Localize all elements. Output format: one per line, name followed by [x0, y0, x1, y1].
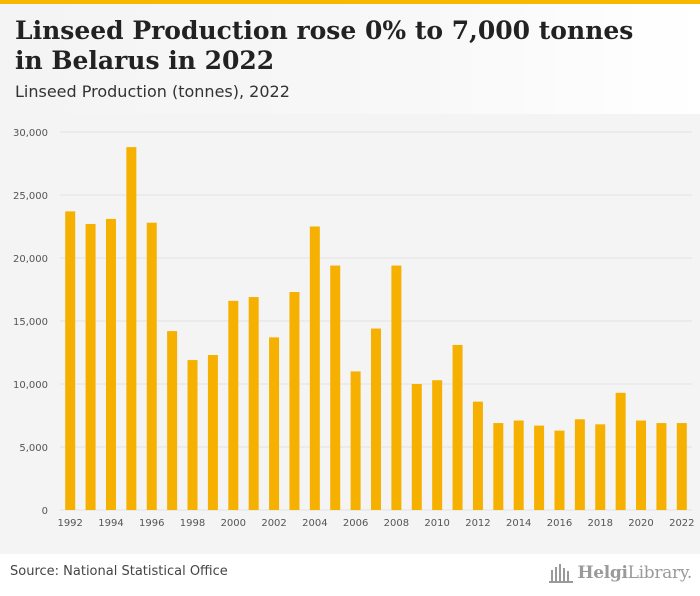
x-tick-label: 2016 [547, 518, 572, 529]
chart-title: Linseed Production rose 0% to 7,000 tonn… [15, 16, 634, 75]
x-tick-label: 2010 [424, 518, 449, 529]
bar-2012[interactable] [472, 401, 483, 510]
helgi-library-logo[interactable]: HelgiLibrary. [548, 560, 692, 586]
y-tick-label: 5,000 [19, 443, 48, 454]
bar-2002[interactable] [269, 337, 280, 510]
x-tick-label: 2020 [628, 518, 653, 529]
bar-2017[interactable] [574, 419, 585, 510]
x-tick-label: 2018 [588, 518, 613, 529]
x-tick-label: 1992 [57, 518, 82, 529]
y-tick-label: 0 [42, 506, 48, 517]
bar-2020[interactable] [636, 420, 647, 510]
bar-2019[interactable] [615, 392, 626, 510]
x-tick-label: 2008 [384, 518, 409, 529]
bar-1999[interactable] [207, 355, 218, 510]
bar-1998[interactable] [187, 360, 198, 510]
bar-2016[interactable] [554, 430, 565, 510]
bar-2004[interactable] [309, 226, 320, 511]
accent-bar [0, 0, 700, 4]
y-tick-label: 20,000 [13, 254, 48, 265]
bar-1993[interactable] [85, 223, 96, 510]
chart-subtitle: Linseed Production (tonnes), 2022 [15, 82, 290, 101]
library-building-icon [549, 564, 574, 583]
y-tick-label: 25,000 [13, 191, 48, 202]
bar-2010[interactable] [432, 380, 443, 510]
bar-2015[interactable] [534, 425, 545, 510]
bar-2011[interactable] [452, 344, 463, 510]
chart-header: Linseed Production rose 0% to 7,000 tonn… [0, 4, 700, 114]
bar-1996[interactable] [146, 222, 157, 510]
brand-text-bold: Helgi [577, 563, 628, 583]
x-tick-label: 2000 [221, 518, 246, 529]
bar-2014[interactable] [513, 420, 524, 510]
chart-footer: Source: National Statistical Office Helg… [0, 554, 700, 596]
bar-2022[interactable] [676, 423, 687, 510]
bar-2003[interactable] [289, 292, 300, 510]
y-tick-label: 15,000 [13, 317, 48, 328]
bar-1997[interactable] [167, 331, 178, 510]
bar-2013[interactable] [493, 423, 504, 510]
bar-chart: 0 5,000 10,000 15,000 20,000 25,000 30,000 1992… [13, 128, 695, 529]
bar-2008[interactable] [391, 265, 402, 510]
bar-2001[interactable] [248, 297, 259, 510]
bar-1995[interactable] [126, 147, 137, 510]
bar-1992[interactable] [65, 211, 76, 510]
x-tick-label: 1998 [180, 518, 205, 529]
x-tick-label: 2022 [669, 518, 694, 529]
x-tick-label: 2006 [343, 518, 368, 529]
bar-2009[interactable] [411, 384, 422, 510]
x-tick-label: 2012 [465, 518, 490, 529]
bar-2007[interactable] [371, 328, 381, 510]
brand-text-rest: Library. [627, 563, 693, 583]
bar-2006[interactable] [350, 371, 361, 510]
x-tick-label: 2014 [506, 518, 531, 529]
x-tick-label: 1994 [98, 518, 123, 529]
x-tick-label: 2002 [261, 518, 286, 529]
bar-2021[interactable] [656, 423, 667, 510]
bar-1994[interactable] [105, 218, 116, 510]
x-tick-label: 2004 [302, 518, 327, 529]
y-tick-label: 30,000 [13, 128, 48, 139]
plot-area: 0 5,000 10,000 15,000 20,000 25,000 30,000 1992… [0, 114, 700, 554]
x-tick-label: 1996 [139, 518, 164, 529]
y-tick-label: 10,000 [13, 380, 48, 391]
bar-2005[interactable] [330, 265, 341, 510]
bar-2000[interactable] [228, 300, 239, 510]
brand-text: HelgiLibrary. [577, 563, 692, 583]
bar-2018[interactable] [595, 424, 606, 510]
source-note: Source: National Statistical Office [10, 564, 228, 579]
